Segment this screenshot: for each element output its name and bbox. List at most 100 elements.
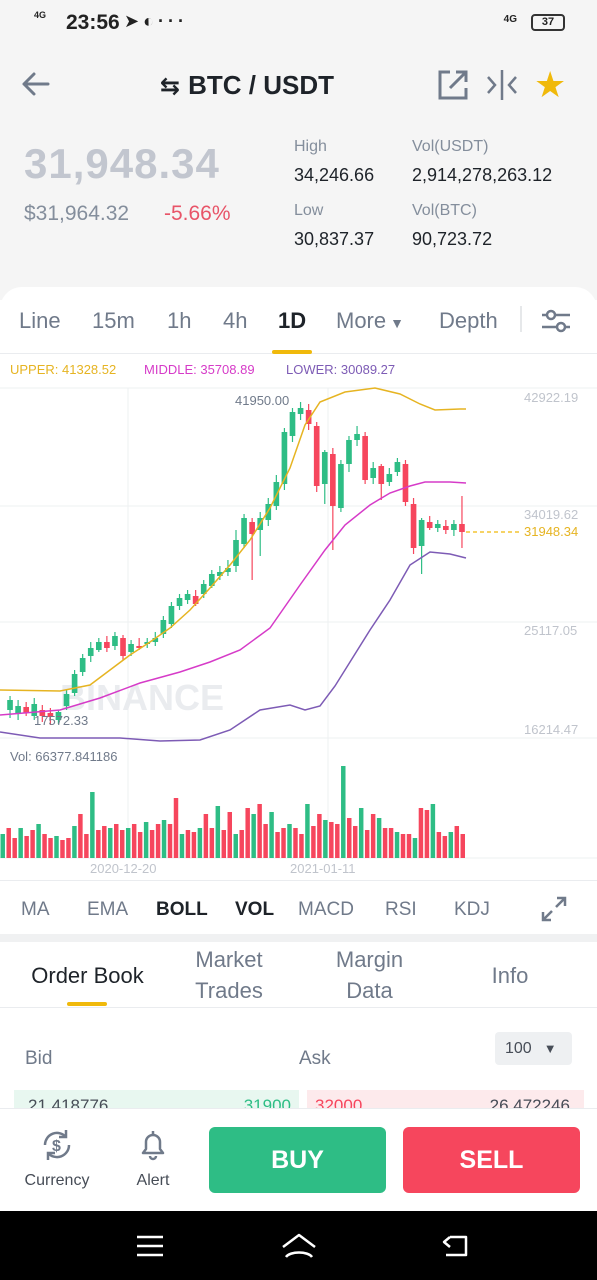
tab-1h[interactable]: 1h xyxy=(167,308,192,333)
tab-1d[interactable]: 1D xyxy=(278,308,307,333)
volume-bar xyxy=(233,834,238,858)
volume-bar xyxy=(323,820,328,858)
sell-button[interactable]: SELL xyxy=(403,1127,580,1193)
volume-bar xyxy=(358,808,364,858)
volume-bar xyxy=(30,830,35,858)
active-tab-underline xyxy=(272,350,312,354)
indicator-ema[interactable]: EMA xyxy=(87,899,129,920)
max-price-label: 41950.00 xyxy=(235,393,289,408)
candle xyxy=(281,432,288,484)
indicator-kdj[interactable]: KDJ xyxy=(454,899,490,920)
compare-icon[interactable] xyxy=(484,68,520,102)
grid xyxy=(0,387,597,859)
volume-bar xyxy=(215,806,221,858)
notification-icons: ➤◐··· xyxy=(124,11,188,31)
volume-bar xyxy=(406,834,412,858)
tab-more[interactable]: More ▼ xyxy=(336,308,404,334)
candle xyxy=(87,648,94,656)
volume-bar xyxy=(197,828,203,858)
candle xyxy=(305,410,312,424)
indicator-vol[interactable]: VOL xyxy=(235,899,275,920)
date-label-1: 2020-12-20 xyxy=(90,861,157,876)
tab-line[interactable]: Line xyxy=(19,308,61,333)
volume-bar xyxy=(430,804,436,858)
volume-bar xyxy=(12,838,17,858)
chart-settings-icon[interactable] xyxy=(540,308,572,334)
expand-icon[interactable] xyxy=(540,895,568,923)
tab-order-book[interactable]: Order Book xyxy=(20,960,155,991)
candle xyxy=(338,464,344,508)
back-arrow-icon[interactable] xyxy=(18,66,54,102)
pair-selector[interactable]: ⇆ BTC / USDT xyxy=(160,70,334,101)
volume-bar xyxy=(102,826,107,858)
tab-market-trades-line1: Market xyxy=(195,947,263,972)
caret-down-icon: ▼ xyxy=(390,315,404,331)
volume-bar xyxy=(54,836,59,858)
volume-bar xyxy=(442,836,448,858)
candle xyxy=(128,644,134,652)
vol-usdt-value: 2,914,278,263.12 xyxy=(412,165,553,185)
volume-bar xyxy=(305,804,310,858)
price-level-4: 16214.47 xyxy=(524,722,578,737)
candlestick-chart[interactable]: BINANCE 42922.19 34019.62 31948.34 25117… xyxy=(0,380,597,880)
home-icon[interactable] xyxy=(280,1231,318,1261)
boll-upper-line xyxy=(0,387,466,692)
tab-margin-data-line1: Margin xyxy=(335,947,404,972)
volume-bar xyxy=(221,830,227,858)
date-label-2: 2021-01-11 xyxy=(290,861,356,876)
tab-15m[interactable]: 15m xyxy=(92,308,135,333)
indicator-ma[interactable]: MA xyxy=(21,899,50,920)
network-indicator: 4G xyxy=(34,10,47,20)
depth-select[interactable]: 100 ▼ xyxy=(495,1032,572,1065)
tab-margin-data[interactable]: Margin Data xyxy=(312,944,427,1006)
interval-tabs: Line 15m 1h 4h 1D More ▼ Depth xyxy=(0,290,597,354)
candle xyxy=(225,568,231,572)
candle xyxy=(443,526,449,530)
low-label: Low xyxy=(294,202,324,219)
battery-icon: 37 xyxy=(531,14,565,31)
price-level-2: 34019.62 xyxy=(524,507,578,522)
bid-header: Bid xyxy=(25,1048,53,1069)
menu-icon[interactable] xyxy=(135,1233,165,1259)
volume-bar xyxy=(352,826,358,858)
back-nav-icon[interactable] xyxy=(440,1233,470,1259)
volume-bar xyxy=(84,834,89,858)
indicator-tabs: MA EMA BOLL VOL MACD RSI KDJ xyxy=(0,880,597,936)
depth-value: 100 xyxy=(505,1040,532,1057)
indicator-rsi[interactable]: RSI xyxy=(385,899,417,920)
tab-4h[interactable]: 4h xyxy=(223,308,248,333)
low-value: 30,837.37 xyxy=(294,229,375,249)
currency-button[interactable]: $ Currency xyxy=(20,1127,94,1190)
volume-bar xyxy=(412,838,418,858)
volume-bar xyxy=(394,832,400,858)
volume-bar xyxy=(119,830,125,858)
favorite-star-icon[interactable]: ★ xyxy=(534,64,567,105)
volume-bar xyxy=(239,830,244,858)
candle xyxy=(7,700,13,710)
volume-bar xyxy=(18,828,23,858)
buy-button[interactable]: BUY xyxy=(209,1127,386,1193)
tab-depth[interactable]: Depth xyxy=(439,308,498,333)
volume-bar xyxy=(60,840,65,858)
volume-bar xyxy=(155,824,161,858)
candle xyxy=(410,504,417,548)
alert-button[interactable]: Alert xyxy=(124,1127,182,1190)
volume-bar xyxy=(341,766,346,858)
volume-bar xyxy=(108,828,113,858)
candle xyxy=(402,464,409,502)
orderbook-tab-underline xyxy=(67,1002,107,1006)
volume-bar xyxy=(66,838,71,858)
candle xyxy=(23,707,29,713)
indicator-boll[interactable]: BOLL xyxy=(156,899,208,920)
tab-info[interactable]: Info xyxy=(470,960,550,991)
candle xyxy=(434,524,441,528)
external-link-icon[interactable] xyxy=(436,68,470,102)
candle xyxy=(55,712,62,720)
candle xyxy=(31,704,38,716)
candles xyxy=(7,402,465,725)
tab-info-label: Info xyxy=(491,963,529,988)
volume-bar xyxy=(281,828,286,858)
indicator-macd[interactable]: MACD xyxy=(298,899,354,920)
tab-market-trades[interactable]: Market Trades xyxy=(170,944,288,1006)
volume-bar xyxy=(454,826,460,858)
